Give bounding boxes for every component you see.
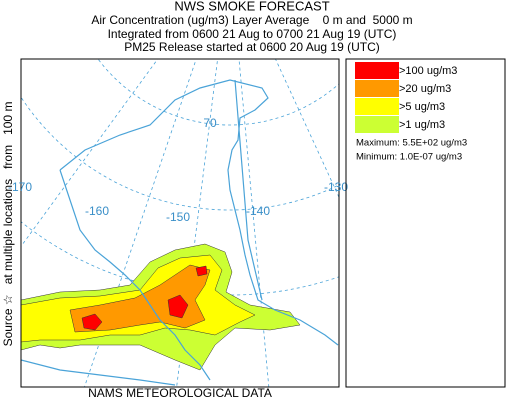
legend-swatch [355, 116, 399, 133]
subtitle: Air Concentration (ug/m3) Layer Average … [91, 13, 412, 27]
map-label: -150 [166, 210, 190, 224]
legend-minimum: Minimum: 1.0E-07 ug/m3 [356, 152, 462, 163]
coastline [21, 79, 339, 386]
subtitle: PM25 Release started at 0600 20 Aug 19 (… [124, 40, 379, 54]
legend-label: >1 ug/m3 [399, 119, 445, 131]
legend-label: >20 ug/m3 [399, 83, 451, 95]
legend-label: >100 ug/m3 [399, 65, 457, 77]
footer: NAMS METEOROLOGICAL DATA [88, 386, 272, 400]
map-label: -130 [324, 180, 348, 194]
source-label: Source ☆ at multiple locations from 100 … [1, 102, 15, 347]
title: NWS SMOKE FORECAST [174, 0, 329, 13]
map-label: -160 [85, 204, 109, 218]
map-label: -170 [8, 180, 32, 194]
legend-swatch [355, 80, 399, 97]
legend-swatch [355, 98, 399, 115]
map-frame [20, 58, 340, 388]
legend-frame [345, 58, 506, 388]
smoke-100 [81, 265, 208, 331]
map-label: -140 [246, 204, 270, 218]
legend: >100 ug/m3 >20 ug/m3 >5 ug/m3 >1 ug/m3 [355, 62, 457, 133]
legend-maximum: Maximum: 5.5E+02 ug/m3 [356, 138, 467, 149]
subtitle: Integrated from 0600 21 Aug to 0700 21 A… [108, 27, 397, 41]
legend-label: >5 ug/m3 [399, 101, 445, 113]
map-label: 70 [203, 116, 217, 130]
legend-swatch [355, 62, 399, 79]
